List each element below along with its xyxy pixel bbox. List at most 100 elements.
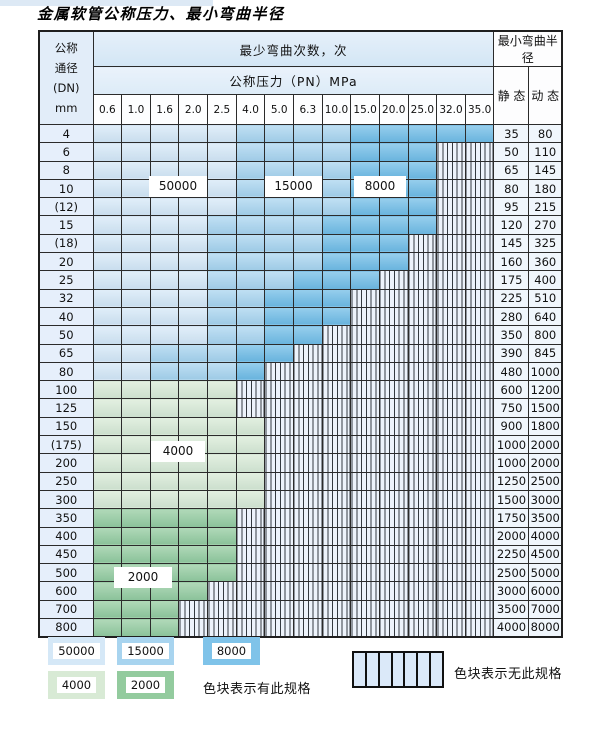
spec-cell bbox=[264, 288, 294, 308]
spec-cell bbox=[92, 142, 123, 162]
spec-cell bbox=[464, 435, 495, 455]
spec-cell bbox=[149, 270, 180, 290]
dynamic-radius-cell: 3000 bbox=[528, 489, 563, 510]
spec-cell bbox=[178, 123, 209, 144]
spec-cell bbox=[407, 361, 438, 382]
spec-cell bbox=[92, 252, 123, 272]
spec-cell bbox=[436, 306, 466, 327]
spec-cell bbox=[436, 380, 466, 400]
dn-cell: 250 bbox=[38, 471, 94, 491]
spec-cell bbox=[235, 508, 266, 528]
spec-cell bbox=[436, 398, 466, 418]
spec-cell bbox=[321, 142, 352, 162]
spec-cell bbox=[292, 215, 323, 235]
legend-swatch-label: 15000 bbox=[122, 643, 169, 659]
spec-cell bbox=[264, 215, 294, 235]
static-radius-cell: 280 bbox=[493, 306, 530, 327]
dynamic-radius-cell: 3500 bbox=[528, 508, 563, 528]
static-radius-cell: 175 bbox=[493, 270, 530, 290]
spec-cell bbox=[149, 325, 180, 345]
spec-cell bbox=[121, 361, 151, 382]
legend-striped-sample bbox=[352, 651, 444, 688]
spec-cell bbox=[207, 252, 237, 272]
spec-cell bbox=[321, 252, 352, 272]
spec-cell bbox=[350, 599, 380, 620]
spec-cell bbox=[264, 453, 294, 473]
static-radius-cell: 225 bbox=[493, 288, 530, 308]
spec-cell bbox=[436, 233, 466, 254]
dynamic-radius-cell: 215 bbox=[528, 197, 563, 217]
spec-cell bbox=[121, 197, 151, 217]
spec-cell bbox=[235, 453, 266, 473]
table-row: 125 750 1500 bbox=[38, 398, 563, 418]
spec-cell bbox=[264, 544, 294, 565]
spec-cell bbox=[207, 471, 237, 491]
spec-cell bbox=[350, 233, 380, 254]
spec-cell bbox=[121, 215, 151, 235]
spec-cell bbox=[292, 508, 323, 528]
spec-cell bbox=[207, 416, 237, 437]
spec-cell bbox=[436, 178, 466, 199]
spec-cell bbox=[92, 343, 123, 363]
spec-cell bbox=[264, 508, 294, 528]
dn-cell: 80 bbox=[38, 361, 94, 382]
spec-cell bbox=[121, 618, 151, 638]
spec-cell bbox=[235, 544, 266, 565]
spec-cell bbox=[464, 599, 495, 620]
spec-cell bbox=[378, 398, 409, 418]
spec-cell bbox=[292, 306, 323, 327]
table-row: (12) 95 215 bbox=[38, 197, 563, 217]
spec-cell bbox=[235, 618, 266, 638]
spec-cell bbox=[149, 361, 180, 382]
spec-cell bbox=[407, 544, 438, 565]
spec-cell bbox=[350, 343, 380, 363]
spec-cell bbox=[121, 288, 151, 308]
spec-cell bbox=[121, 398, 151, 418]
dn-cell: 65 bbox=[38, 343, 94, 363]
spec-cell bbox=[292, 270, 323, 290]
spec-cell bbox=[121, 178, 151, 199]
dn-cell: (18) bbox=[38, 233, 94, 254]
dynamic-radius-cell: 80 bbox=[528, 123, 563, 144]
spec-cell bbox=[149, 618, 180, 638]
spec-cell bbox=[407, 471, 438, 491]
spec-cell bbox=[321, 581, 352, 601]
static-radius-cell: 900 bbox=[493, 416, 530, 437]
spec-cell bbox=[321, 508, 352, 528]
dn-cell: 300 bbox=[38, 489, 94, 510]
label-chip-15000: 15000 bbox=[265, 176, 322, 197]
spec-cell bbox=[92, 160, 123, 180]
spec-cell bbox=[464, 618, 495, 638]
spec-cell bbox=[407, 233, 438, 254]
spec-cell bbox=[292, 252, 323, 272]
spec-cell bbox=[264, 197, 294, 217]
static-radius-cell: 1250 bbox=[493, 471, 530, 491]
spec-cell bbox=[436, 563, 466, 583]
spec-cell bbox=[121, 526, 151, 546]
legend-swatch-8000: 8000 bbox=[203, 637, 260, 665]
spec-cell bbox=[207, 618, 237, 638]
spec-cell bbox=[464, 489, 495, 510]
table-row: 20 160 360 bbox=[38, 252, 563, 272]
spec-cell bbox=[121, 233, 151, 254]
spec-cell bbox=[264, 123, 294, 144]
spec-cell bbox=[178, 215, 209, 235]
spec-cell bbox=[407, 581, 438, 601]
spec-cell bbox=[407, 142, 438, 162]
spec-cell bbox=[207, 215, 237, 235]
spec-cell bbox=[92, 599, 123, 620]
spec-cell bbox=[464, 197, 495, 217]
dynamic-radius-cell: 180 bbox=[528, 178, 563, 199]
spec-cell bbox=[464, 471, 495, 491]
spec-cell bbox=[350, 435, 380, 455]
spec-cell bbox=[292, 160, 323, 180]
spec-cell bbox=[407, 618, 438, 638]
spec-cell bbox=[436, 160, 466, 180]
spec-cell bbox=[149, 343, 180, 363]
spec-cell bbox=[149, 416, 180, 437]
spec-cell bbox=[235, 526, 266, 546]
static-radius-cell: 750 bbox=[493, 398, 530, 418]
spec-cell bbox=[178, 544, 209, 565]
spec-cell bbox=[207, 508, 237, 528]
spec-cell bbox=[436, 325, 466, 345]
